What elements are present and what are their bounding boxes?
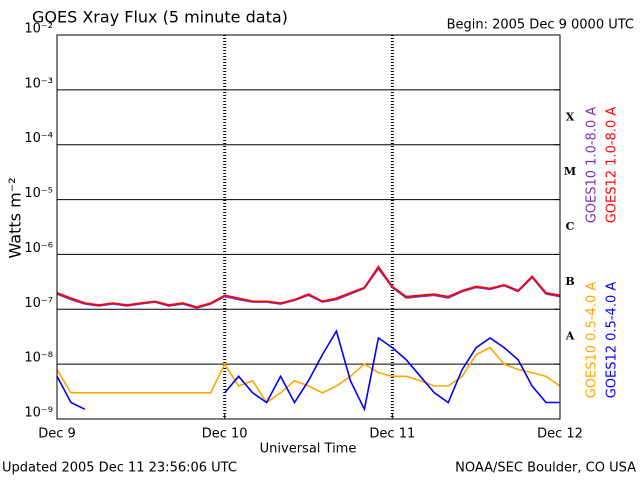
x-tick-label: Dec 10: [202, 427, 248, 442]
series-line: [56, 329, 560, 412]
y-tick-label: 10⁻³: [24, 76, 53, 91]
legend-entry: GOES10 0.5-4.0 A: [585, 282, 600, 399]
x-tick-label: Dec 12: [537, 427, 583, 442]
chart-subtitle: Begin: 2005 Dec 9 0000 UTC: [447, 18, 634, 33]
footer-right: NOAA/SEC Boulder, CO USA: [455, 461, 636, 476]
series-line: [56, 346, 561, 404]
y-tick-label: 10⁻⁹: [24, 406, 53, 421]
y-tick-label: 10⁻⁷: [24, 296, 53, 311]
legend-entry: GOES12 0.5-4.0 A: [605, 282, 620, 399]
y-tick-label: 10⁻²: [24, 22, 53, 37]
x-tick-label: Dec 9: [38, 427, 76, 442]
x-axis-label: Universal Time: [260, 442, 357, 457]
series-line: [56, 265, 561, 308]
chart-title: GOES Xray Flux (5 minute data): [32, 8, 288, 27]
flare-class: A: [565, 330, 575, 343]
x-tick-label: Dec 11: [369, 427, 415, 442]
series-line: [56, 267, 561, 309]
y-tick-label: 10⁻⁸: [24, 351, 53, 366]
flare-class: C: [566, 220, 575, 233]
legend-entry: GOES10 1.0-8.0 A: [585, 107, 600, 224]
y-tick-label: 10⁻⁵: [24, 186, 53, 201]
footer-left: Updated 2005 Dec 11 23:56:06 UTC: [2, 461, 237, 476]
flare-class: B: [565, 275, 574, 288]
plot-frame: [56, 34, 561, 420]
legend-entry: GOES12 1.0-8.0 A: [605, 107, 620, 224]
y-tick-label: 10⁻⁶: [24, 241, 53, 256]
y-tick-label: 10⁻⁴: [24, 131, 53, 146]
flare-class: M: [564, 165, 576, 178]
y-axis-label: Watts m⁻²: [6, 177, 25, 258]
flare-class: X: [566, 110, 575, 123]
